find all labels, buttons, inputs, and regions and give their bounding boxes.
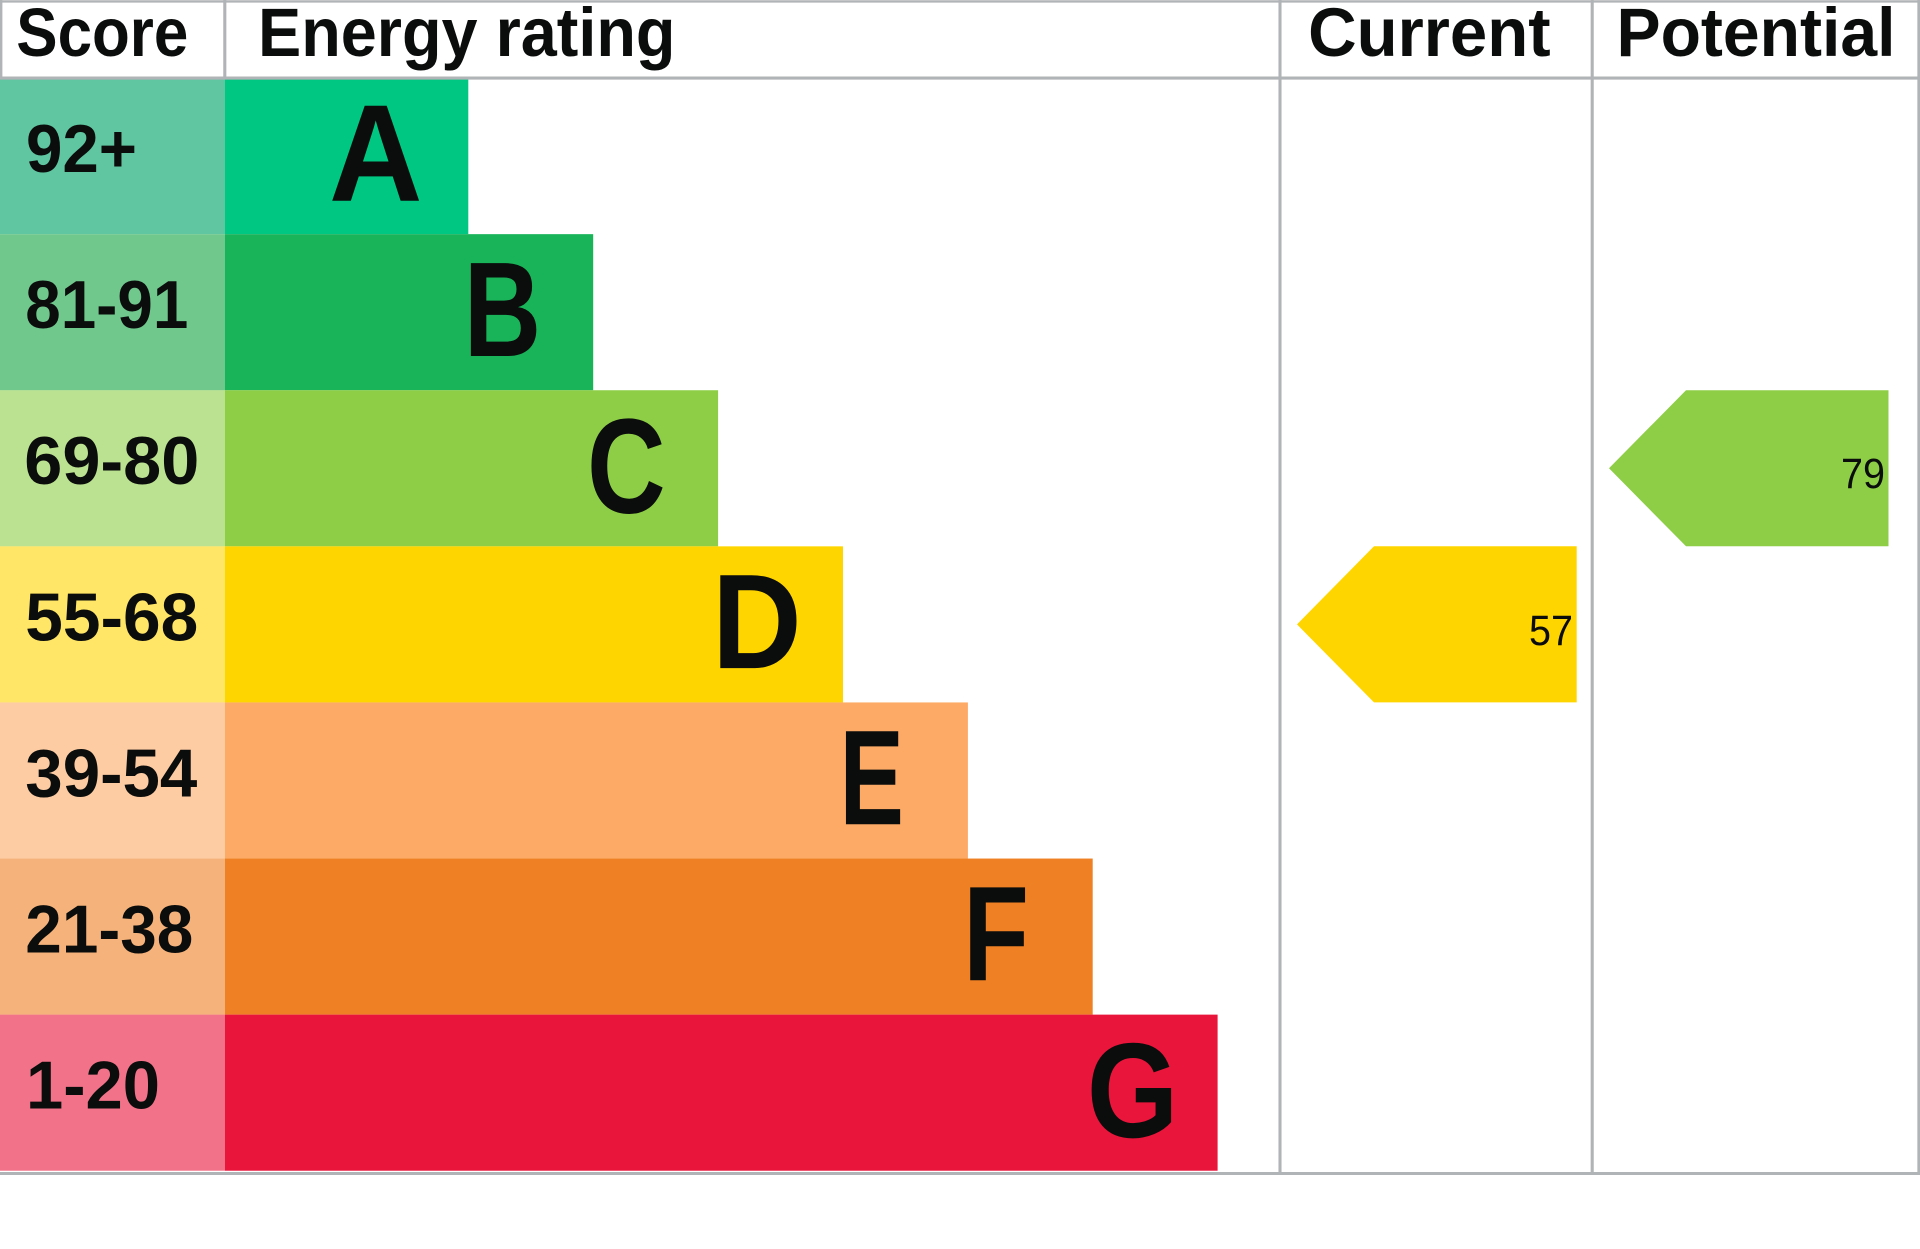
svg-text:F: F <box>963 858 1029 1009</box>
svg-text:E: E <box>840 702 904 853</box>
svg-text:92+: 92+ <box>26 111 137 187</box>
svg-text:D: D <box>712 546 802 697</box>
svg-text:B: B <box>464 234 542 385</box>
svg-text:1-20: 1-20 <box>26 1048 160 1124</box>
svg-text:A: A <box>329 77 423 231</box>
svg-text:79: 79 <box>1841 450 1885 498</box>
svg-text:Energy rating: Energy rating <box>258 0 676 71</box>
svg-text:G: G <box>1087 1015 1179 1166</box>
svg-text:Score: Score <box>16 0 188 71</box>
svg-text:21-38: 21-38 <box>25 892 193 968</box>
svg-text:57: 57 <box>1529 607 1573 655</box>
svg-text:69-80: 69-80 <box>24 423 199 499</box>
svg-text:55-68: 55-68 <box>25 579 198 655</box>
svg-text:Current: Current <box>1308 0 1551 71</box>
svg-text:39-54: 39-54 <box>25 735 197 811</box>
svg-text:81-91: 81-91 <box>25 267 188 343</box>
svg-text:C: C <box>587 391 666 542</box>
svg-text:Potential: Potential <box>1617 0 1896 71</box>
